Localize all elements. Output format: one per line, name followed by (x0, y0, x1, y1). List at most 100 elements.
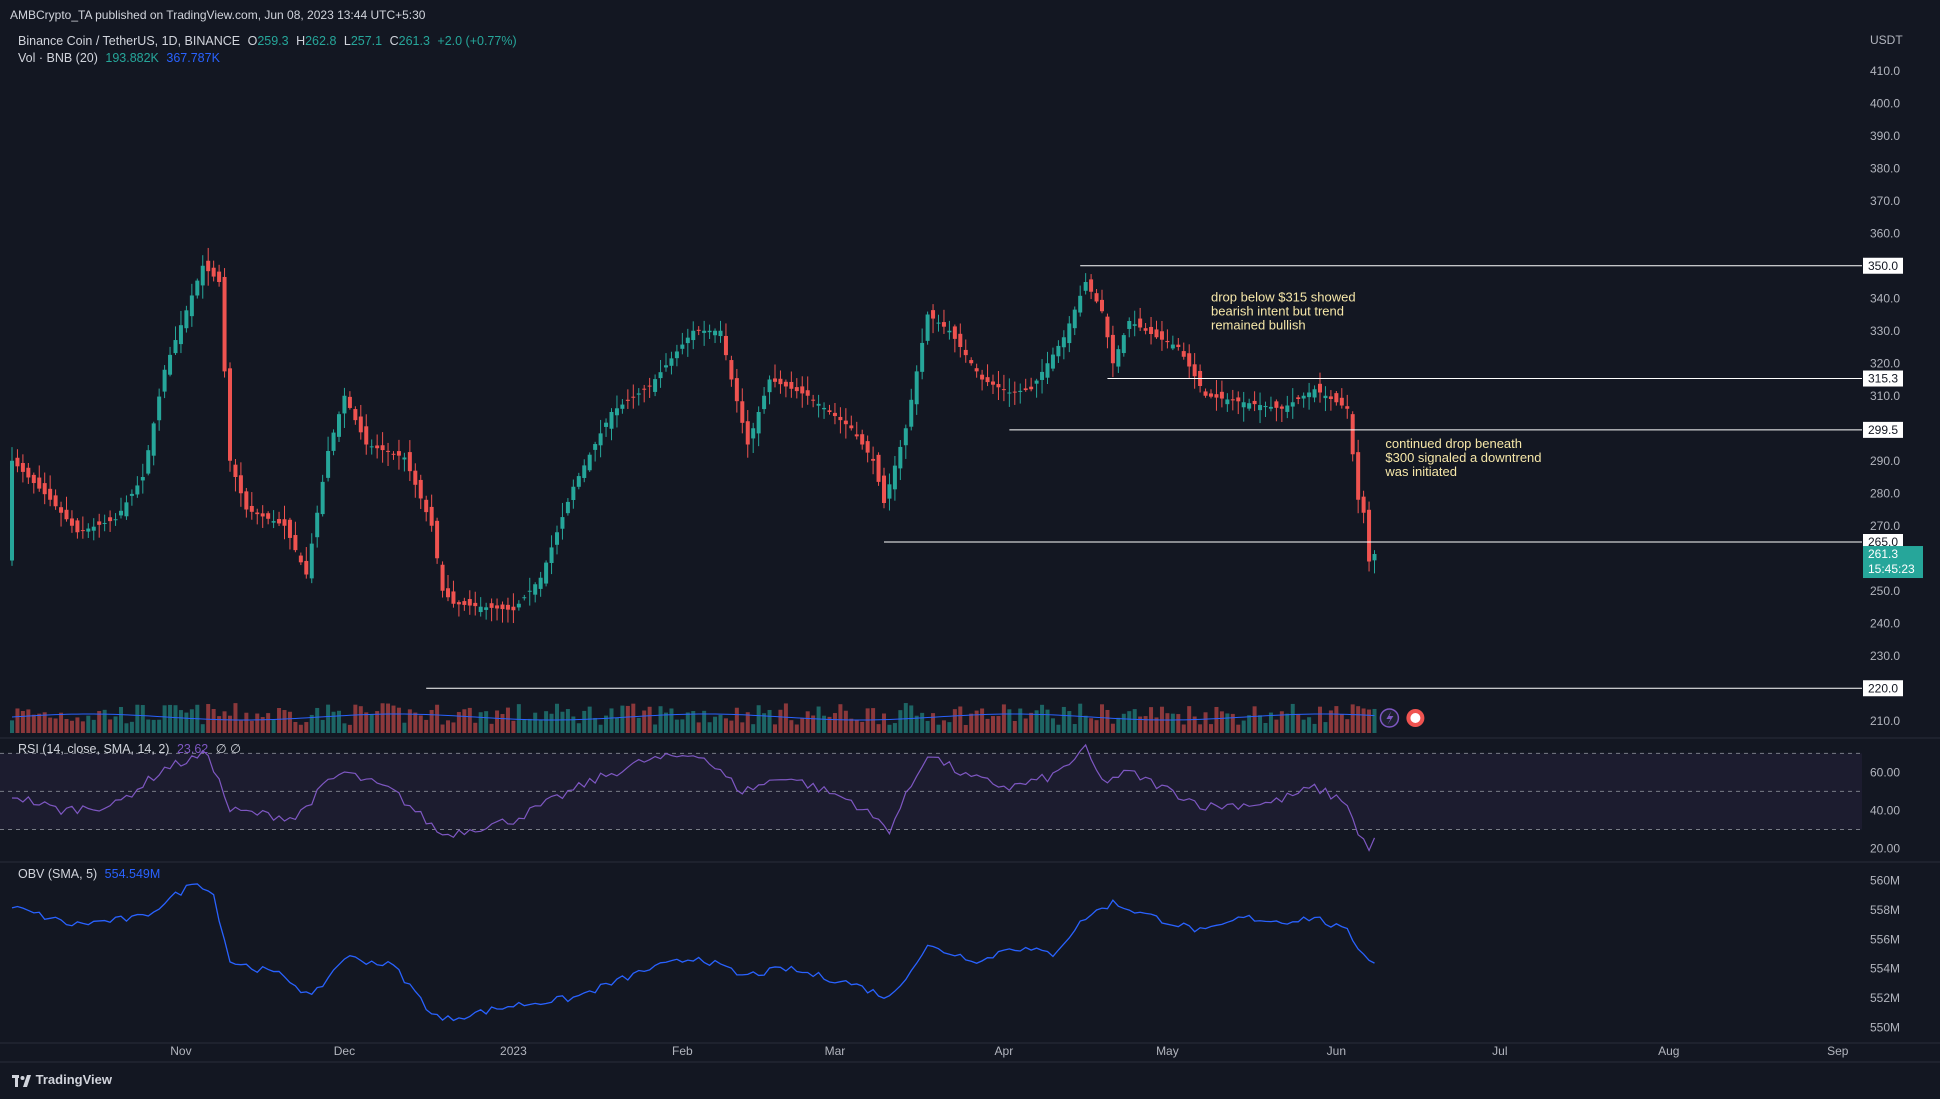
candle-body (653, 379, 658, 392)
candle-body (1225, 399, 1230, 405)
candle-body (440, 564, 445, 591)
volume-bar (1268, 712, 1273, 733)
candle-body (838, 416, 843, 421)
low-value: 257.1 (350, 34, 383, 48)
volume-bar (1258, 715, 1263, 733)
volume-bar (1334, 706, 1339, 733)
candle-body (1209, 393, 1213, 397)
volume-legend[interactable]: Vol · BNB (20) 193.882K 367.787K (18, 51, 224, 65)
volume-bar (996, 716, 1001, 733)
candle-body (1094, 293, 1099, 302)
candle-body (315, 512, 320, 538)
candle-body (1100, 299, 1104, 312)
candle-body (1279, 406, 1284, 409)
candle-body (909, 399, 914, 427)
candle-body (1274, 401, 1279, 408)
candle-body (91, 526, 96, 531)
candle-body (1034, 380, 1039, 384)
volume-bar (882, 713, 886, 733)
candle-body (173, 340, 178, 354)
volume-bar (1323, 722, 1328, 733)
volume-bar (631, 703, 636, 733)
volume-bar (1007, 709, 1012, 733)
candle-body (1138, 318, 1143, 328)
candle-body (620, 404, 625, 409)
volume-bar (69, 720, 74, 733)
x-tick-label: 2023 (500, 1044, 527, 1058)
candle-body (260, 513, 265, 517)
volume-bar (358, 706, 363, 733)
price-tick-label: 320.0 (1870, 356, 1900, 370)
volume-bar (1176, 714, 1181, 733)
candle-body (1089, 279, 1094, 292)
rsi-value: 23.62 (176, 742, 209, 756)
volume-bar (326, 704, 331, 733)
volume-bar (304, 722, 309, 733)
open-value: 259.3 (257, 34, 289, 48)
volume-bar (108, 719, 113, 733)
volume-bar (97, 711, 102, 733)
volume-bar (15, 708, 20, 733)
candle-body (217, 271, 222, 282)
candle-body (914, 371, 919, 405)
candle-body (1083, 282, 1088, 291)
symbol-legend[interactable]: Binance Coin / TetherUS, 1D, BINANCE O25… (18, 34, 517, 48)
candle-body (549, 547, 554, 563)
candle-body (1165, 340, 1170, 343)
candle-body (898, 446, 903, 469)
candle-body (140, 477, 145, 481)
volume-bar (947, 722, 952, 733)
candle-body (822, 407, 827, 410)
volume-bar (1170, 713, 1175, 733)
candle-body (576, 476, 581, 487)
obv-legend[interactable]: OBV (SMA, 5) 554.549M (18, 867, 164, 881)
volume-bar (1247, 715, 1252, 733)
volume-bar (713, 716, 718, 733)
volume-bar (794, 724, 799, 733)
volume-bar (178, 710, 183, 733)
price-tick-label: 240.0 (1870, 616, 1900, 630)
volume-bar (391, 705, 396, 733)
candle-body (707, 330, 712, 333)
candle-body (467, 599, 472, 606)
rsi-legend[interactable]: RSI (14, close, SMA, 14, 2) 23.62 ∅ ∅ (18, 741, 245, 756)
candle-body (936, 322, 941, 324)
volume-bar (260, 717, 265, 733)
volume-bar (762, 713, 767, 733)
candle-body (734, 378, 739, 402)
annotation-text: continued drop beneath (1385, 436, 1522, 451)
candle-body (337, 414, 341, 437)
candle-body (369, 446, 374, 448)
volume-bar (135, 704, 140, 733)
candle-body (1187, 353, 1192, 367)
volume-bar (1285, 713, 1290, 733)
annotation-text: remained bullish (1211, 318, 1306, 333)
volume-bar (309, 714, 314, 733)
candle-body (625, 399, 630, 401)
candle-body (1307, 392, 1312, 398)
candle-body (1023, 388, 1028, 391)
volume-bar (587, 706, 592, 733)
candle-body (277, 519, 282, 524)
volume-bar (560, 711, 565, 733)
candle-body (1132, 324, 1137, 326)
obv-tick-label: 556M (1870, 932, 1900, 946)
x-tick-label: Aug (1658, 1044, 1679, 1058)
volume-bar (1192, 716, 1197, 733)
candle-body (865, 441, 870, 453)
candle-body (396, 451, 401, 456)
candle-body (451, 591, 456, 604)
rsi-line (11, 743, 1376, 852)
candle-body (963, 349, 968, 356)
candle-body (843, 420, 848, 425)
volume-bar (1203, 712, 1208, 733)
annotation-text: bearish intent but trend (1211, 304, 1344, 319)
candle-body (751, 428, 756, 439)
candle-body (811, 399, 816, 401)
candle-body (119, 510, 123, 516)
candle-body (1127, 321, 1132, 329)
volume-bar (729, 720, 734, 733)
volume-bar (620, 705, 625, 733)
tradingview-logo[interactable]: TradingView (12, 1072, 116, 1087)
